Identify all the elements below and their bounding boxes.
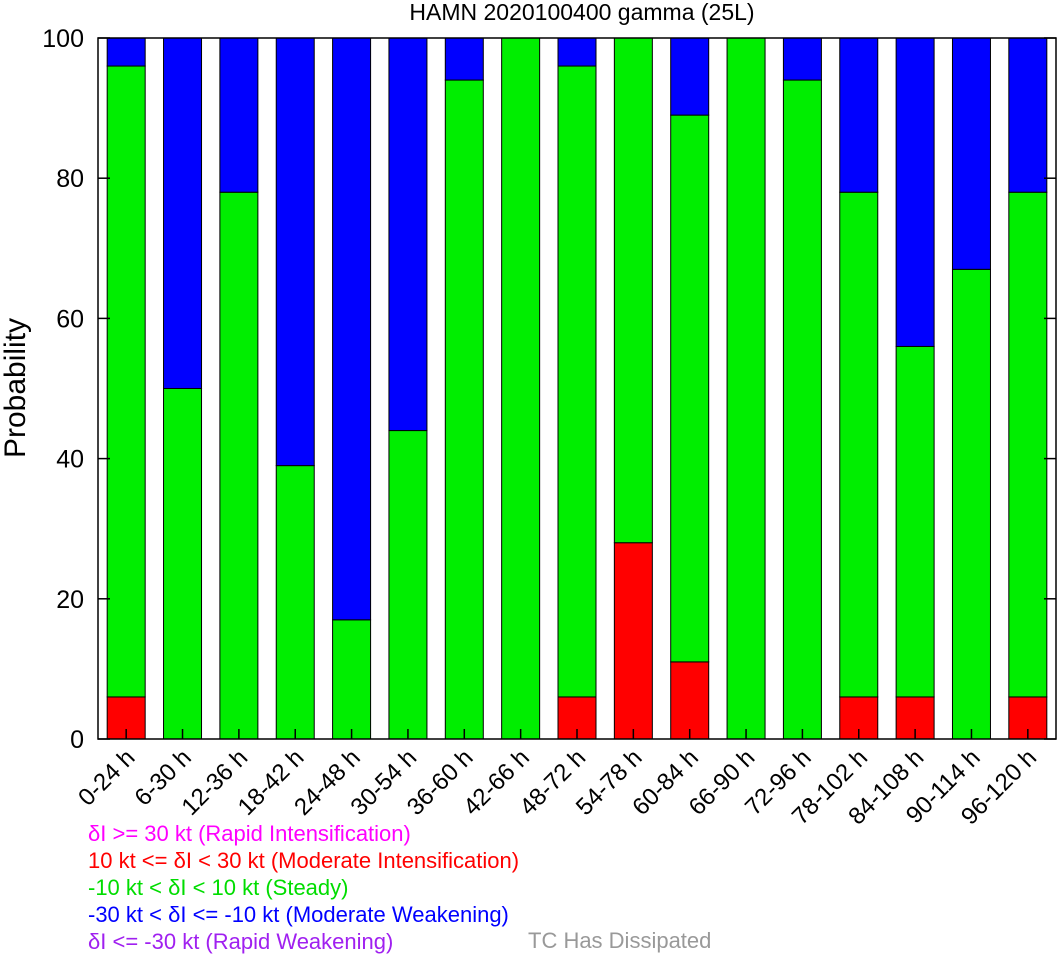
bar-9-segment-3 [557, 37, 597, 67]
bar-10-segment-1 [613, 542, 653, 740]
bar-17-segment-3 [1008, 37, 1048, 193]
legend-entry-moderate-weakening: -30 kt < δI <= -10 kt (Moderate Weakenin… [88, 902, 509, 927]
bar-4-segment-2 [275, 465, 315, 740]
bar-10-segment-2 [613, 37, 653, 544]
y-tick-label: 80 [56, 165, 84, 193]
bar-11-segment-3 [670, 37, 710, 116]
bar-7-segment-2 [444, 79, 484, 740]
bar-17-segment-2 [1008, 191, 1048, 698]
bar-15-segment-2 [895, 345, 935, 698]
y-tick-label: 20 [56, 586, 84, 614]
bar-2-segment-3 [163, 37, 203, 389]
legend-entry-moderate-intensification: 10 kt <= δI < 30 kt (Moderate Intensific… [88, 848, 520, 873]
bar-7-segment-3 [444, 37, 484, 81]
bar-11-segment-1 [670, 661, 710, 740]
bar-5-segment-2 [332, 619, 372, 740]
y-tick-label: 0 [70, 726, 84, 754]
y-tick-label: 100 [42, 25, 84, 53]
bar-16-segment-3 [951, 37, 991, 270]
bar-15-segment-3 [895, 37, 935, 347]
bar-13-segment-3 [782, 37, 822, 81]
legend-entry-steady: -10 kt < δI < 10 kt (Steady) [88, 875, 349, 900]
bar-8-segment-2 [501, 37, 541, 740]
bar-6-segment-3 [388, 37, 428, 432]
x-axis: 0-24 h6-30 h12-36 h18-42 h24-48 h30-54 h… [73, 729, 1042, 830]
bar-1-segment-3 [106, 37, 146, 67]
bar-6-segment-2 [388, 430, 428, 740]
bar-11-segment-2 [670, 114, 710, 663]
legend-entry-rapid-weakening: δI <= -30 kt (Rapid Weakening) [88, 929, 394, 954]
plot-frame [97, 37, 1057, 740]
bar-group [106, 37, 1048, 740]
x-tick-label: 0-24 h [73, 744, 140, 811]
legend: δI >= 30 kt (Rapid Intensification) 10 k… [88, 820, 1048, 955]
bar-2-segment-2 [163, 388, 203, 740]
y-axis-label: Probability [0, 318, 32, 458]
bar-4-segment-3 [275, 37, 315, 467]
legend-entry-rapid-intensification: δI >= 30 kt (Rapid Intensification) [88, 821, 411, 846]
bar-14-segment-2 [839, 191, 879, 698]
chart-title: HAMN 2020100400 gamma (25L) [409, 0, 754, 25]
bar-3-segment-2 [219, 191, 259, 740]
legend-entry-dissipated: TC Has Dissipated [528, 928, 712, 953]
bar-9-segment-2 [557, 65, 597, 698]
bar-16-segment-2 [951, 268, 991, 740]
y-tick-label: 40 [56, 446, 84, 474]
bar-14-segment-3 [839, 37, 879, 193]
y-tick-label: 60 [56, 305, 84, 333]
bar-12-segment-2 [726, 37, 766, 740]
bar-1-segment-2 [106, 65, 146, 698]
bar-5-segment-3 [332, 37, 372, 621]
bar-13-segment-2 [782, 79, 822, 740]
bar-3-segment-3 [219, 37, 259, 193]
